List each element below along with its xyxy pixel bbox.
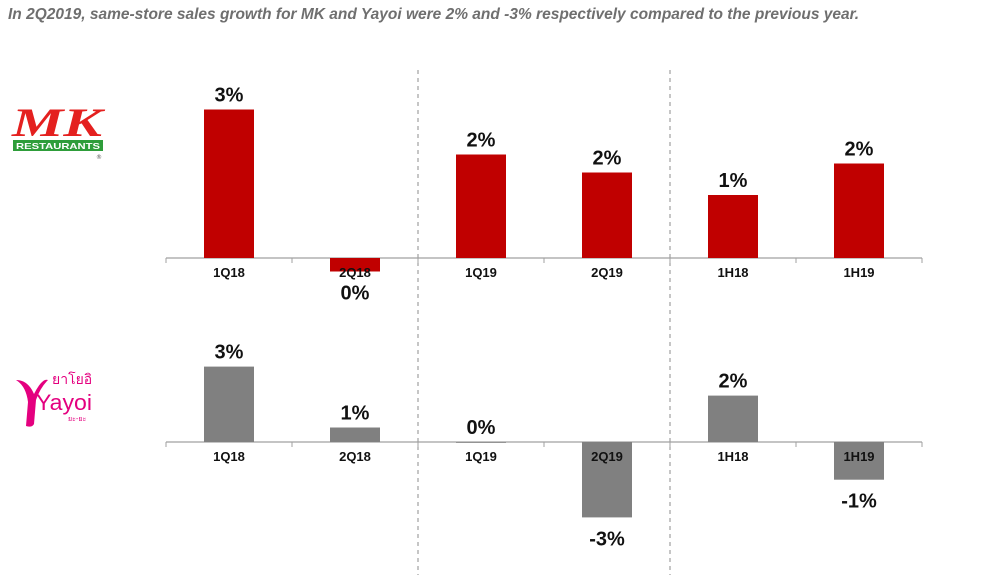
yayoi-value-label: -3%	[589, 528, 625, 550]
mk-logo-registered-mark: ®	[96, 154, 102, 160]
yayoi-value-label: 2%	[719, 371, 748, 393]
yayoi-bar	[456, 442, 506, 443]
mk-category-label: 2Q18	[339, 265, 371, 280]
mk-logo-subtitle: RESTAURANTS	[16, 141, 100, 151]
mk-category-label: 1Q19	[465, 265, 497, 280]
mk-value-label: 3%	[215, 85, 244, 107]
yayoi-category-label: 1H18	[717, 449, 748, 464]
yayoi-value-label: 1%	[341, 403, 370, 425]
yayoi-bar	[582, 442, 632, 518]
yayoi-bar	[708, 395, 758, 442]
mk-bar	[204, 109, 254, 258]
mk-category-label: 1H18	[717, 265, 748, 280]
yayoi-logo-swoosh	[16, 379, 48, 427]
mk-value-label: 2%	[593, 148, 622, 170]
yayoi-value-label: 3%	[215, 342, 244, 364]
mk-bar	[330, 258, 380, 272]
mk-bar	[834, 163, 884, 258]
yayoi-logo-thai: ยาโยอิ	[52, 371, 92, 388]
headline: In 2Q2019, same-store sales growth for M…	[8, 6, 860, 23]
yayoi-logo-name: Yayoi	[36, 390, 92, 415]
mk-bar	[582, 172, 632, 258]
yayoi-value-label: -1%	[841, 491, 877, 513]
mk-category-label: 1Q18	[213, 265, 245, 280]
mk-category-label: 1H19	[843, 265, 874, 280]
yayoi-category-label: 2Q18	[339, 449, 371, 464]
mk-value-label: 2%	[467, 130, 496, 152]
yayoi-value-label: 0%	[467, 417, 496, 439]
yayoi-category-label: 2Q19	[591, 449, 623, 464]
yayoi-logo-small: ยะ-ยะ	[68, 415, 86, 423]
yayoi-logo: ยาโยอิ Yayoi ยะ-ยะ	[16, 371, 92, 427]
yayoi-bar	[204, 366, 254, 442]
mk-bar	[708, 195, 758, 258]
yayoi-category-label: 1Q19	[465, 449, 497, 464]
yayoi-bar	[834, 442, 884, 480]
yayoi-bar	[330, 427, 380, 442]
mk-value-label: 0%	[341, 283, 370, 305]
mk-value-label: 2%	[845, 139, 874, 161]
mk-value-label: 1%	[719, 170, 748, 192]
mk-restaurants-logo: MK RESTAURANTS ®	[11, 100, 106, 160]
mk-category-label: 2Q19	[591, 265, 623, 280]
yayoi-category-label: 1H19	[843, 449, 874, 464]
mk-bar	[456, 154, 506, 258]
mk-logo-banner	[13, 140, 103, 151]
yayoi-category-label: 1Q18	[213, 449, 245, 464]
mk-logo-letters: MK	[11, 100, 106, 145]
